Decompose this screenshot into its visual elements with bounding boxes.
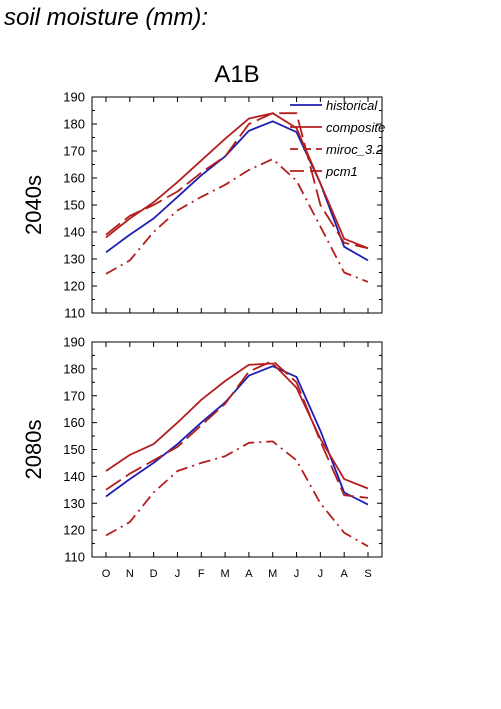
series-line-pcm1	[105, 440, 369, 548]
x-tick-label: F	[198, 568, 205, 580]
x-tick-label: J	[175, 568, 181, 580]
y-tick-label: 120	[63, 523, 85, 538]
legend-label: miroc_3.2	[326, 142, 384, 157]
series-line-miroc-3-2	[105, 112, 369, 250]
y-tick-label: 180	[63, 117, 85, 132]
legend-label: composite	[326, 120, 385, 135]
y-tick-label: 130	[63, 496, 85, 511]
page-title: soil moisture (mm):	[4, 4, 209, 31]
legend-label: historical	[326, 98, 378, 113]
x-tick-label: D	[150, 568, 158, 580]
panels: 110 120 130 140 150 160 170 180 190 2040s 110 120 13…	[21, 90, 383, 580]
series-line-composite	[105, 112, 369, 250]
x-tick-label: S	[364, 568, 371, 580]
y-tick-label: 120	[63, 279, 85, 294]
series-line-miroc-3-2	[105, 359, 369, 499]
y-tick-label: 190	[63, 335, 85, 350]
series-line-pcm1	[105, 158, 369, 283]
x-tick-label: A	[341, 568, 349, 580]
y-tick-label: 170	[63, 144, 85, 159]
x-tick-label: O	[102, 568, 111, 580]
panel-2040s: 110 120 130 140 150 160 170 180 190 2040s	[21, 90, 383, 321]
series-line-composite	[105, 362, 369, 490]
y-tick-label: 110	[64, 550, 85, 565]
x-tick-label: J	[318, 568, 324, 580]
y-tick-label: 140	[63, 225, 85, 240]
y-tick-label: 190	[63, 90, 85, 105]
y-tick-label: 150	[63, 442, 85, 457]
y-tick-label: 170	[63, 388, 85, 403]
y-tick-label: 130	[63, 252, 85, 267]
panel-label: 2080s	[21, 420, 46, 480]
y-tick-label: 160	[63, 171, 85, 186]
y-tick-label: 180	[63, 361, 85, 376]
x-tick-label: M	[221, 568, 230, 580]
x-tick-label: A	[245, 568, 253, 580]
panel-label: 2040s	[21, 175, 46, 235]
legend: historical composite miroc_3.2 pcm1	[290, 98, 385, 179]
panel-2080s: 110 120 130 140 150 160 170 180 190 O N D J F M A M J J A S 2…	[21, 335, 383, 580]
y-tick-label: 110	[64, 306, 85, 321]
y-tick-label: 150	[63, 198, 85, 213]
legend-label: pcm1	[325, 164, 358, 179]
x-tick-label: J	[294, 568, 300, 580]
y-tick-label: 160	[63, 415, 85, 430]
x-tick-label: N	[126, 568, 134, 580]
chart-title: A1B	[214, 61, 259, 88]
series-line-historical	[105, 365, 369, 506]
x-tick-label: M	[268, 568, 277, 580]
y-tick-label: 140	[63, 469, 85, 484]
